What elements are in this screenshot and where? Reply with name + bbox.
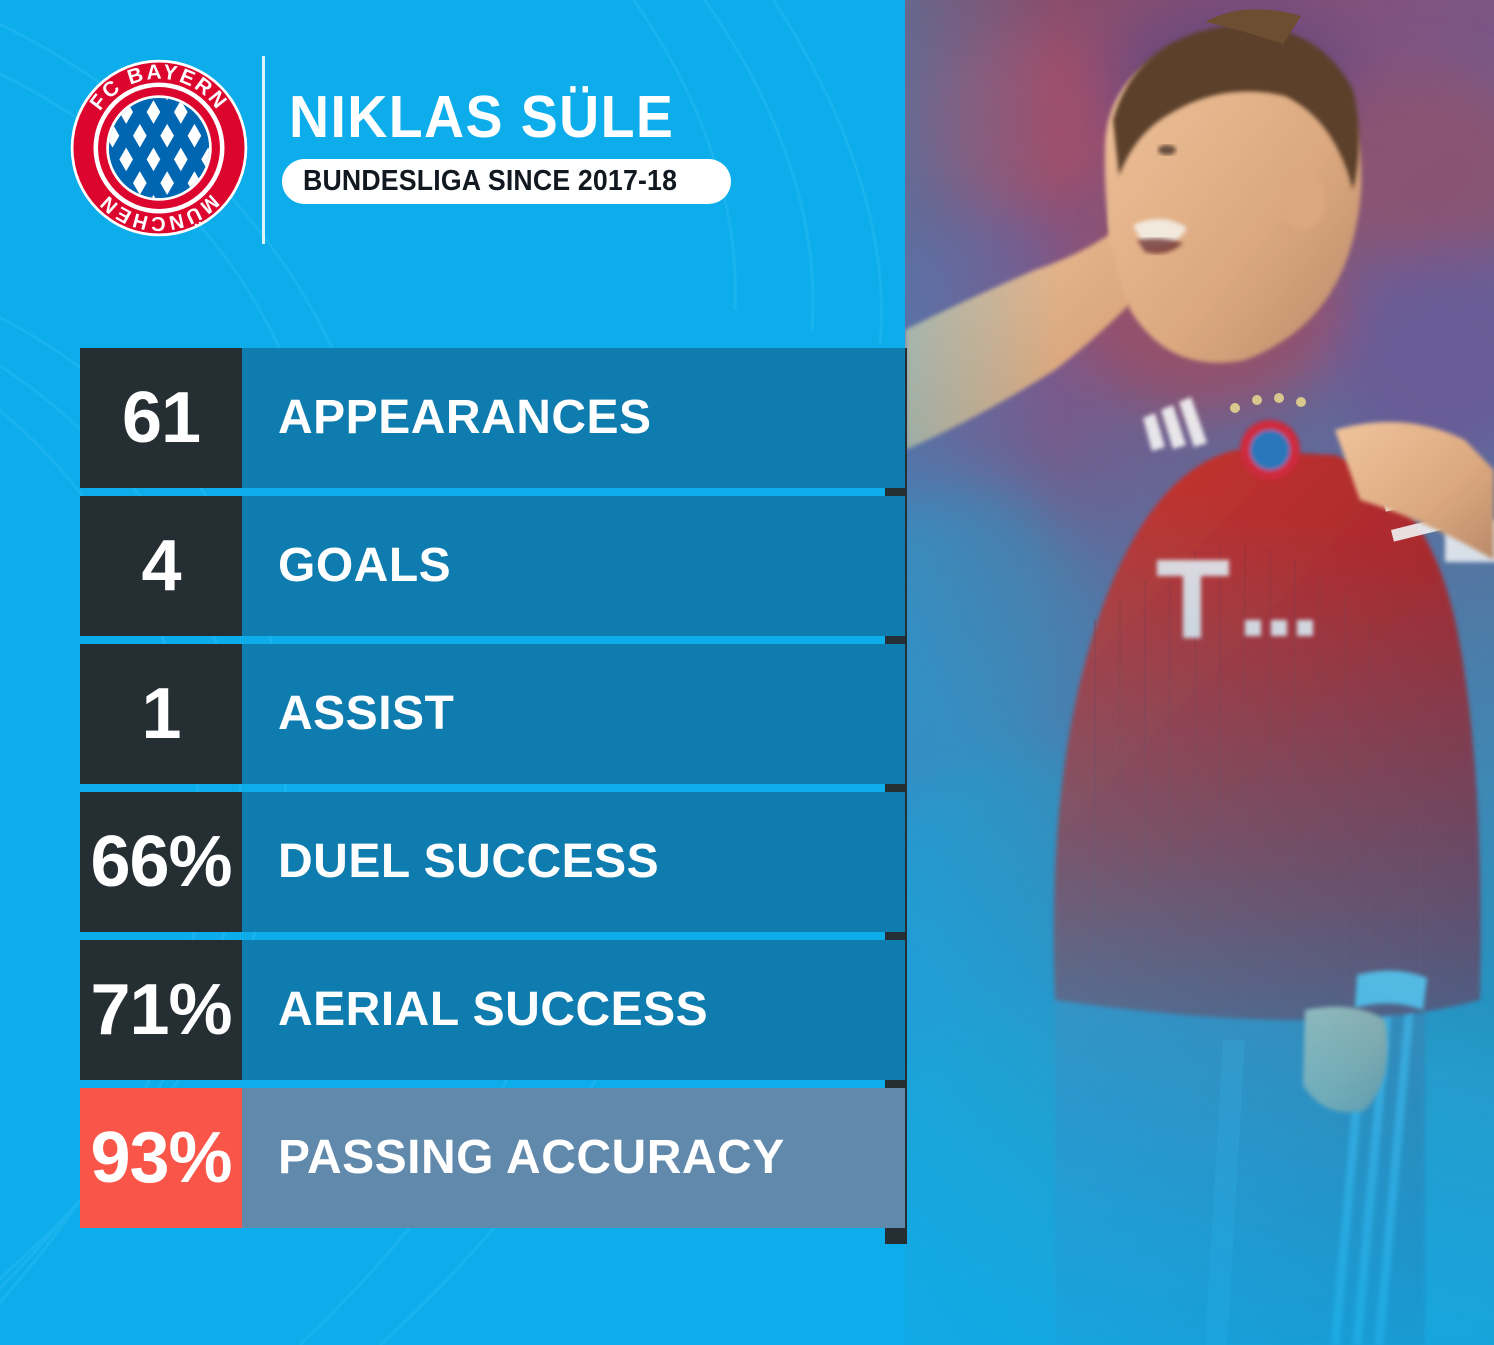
stat-row: 61 APPEARANCES [80, 348, 905, 488]
header: FC BAYERN MÜNCHEN NIKLAS SÜLE BUNDESLIGA… [0, 0, 905, 330]
subtitle-badge: BUNDESLIGA SINCE 2017-18 [282, 159, 731, 204]
stat-value: 61 [80, 348, 242, 488]
stat-value: 4 [80, 496, 242, 636]
stat-row: 66% DUEL SUCCESS [80, 792, 905, 932]
stat-label: GOALS [242, 496, 905, 636]
header-divider [262, 56, 265, 244]
stat-row: 1 ASSIST [80, 644, 905, 784]
subtitle-text: BUNDESLIGA SINCE 2017-18 [303, 165, 678, 197]
stat-value: 1 [80, 644, 242, 784]
stat-label: APPEARANCES [242, 348, 905, 488]
stat-value: 71% [80, 940, 242, 1080]
stat-row: 93% PASSING ACCURACY [80, 1088, 905, 1228]
player-photo [905, 0, 1494, 1345]
stat-label: AERIAL SUCCESS [242, 940, 905, 1080]
stat-label: PASSING ACCURACY [242, 1088, 905, 1228]
player-photo-illustration [905, 0, 1494, 1345]
stat-label: ASSIST [242, 644, 905, 784]
stat-row: 71% AERIAL SUCCESS [80, 940, 905, 1080]
stat-label: DUEL SUCCESS [242, 792, 905, 932]
fc-bayern-crest-icon: FC BAYERN MÜNCHEN [70, 59, 248, 237]
stat-value: 66% [80, 792, 242, 932]
page-title: NIKLAS SÜLE [289, 84, 675, 150]
stats-list: 61 APPEARANCES 4 GOALS 1 ASSIST 66% DUEL SUCCES… [80, 348, 905, 1228]
stat-row: 4 GOALS [80, 496, 905, 636]
stat-value: 93% [80, 1088, 242, 1228]
